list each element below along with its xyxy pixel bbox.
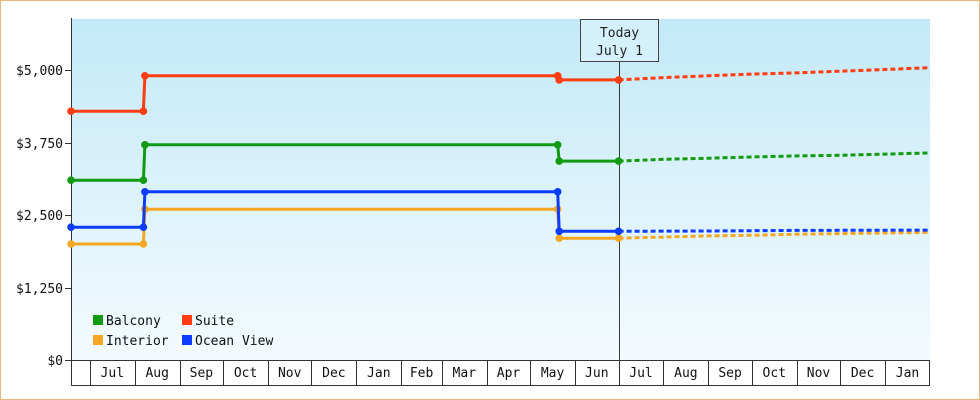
data-point-ocean-view xyxy=(139,223,148,231)
legend-label-ocean-view: Ocean View xyxy=(195,334,273,349)
series-balcony xyxy=(67,141,929,184)
y-tick-label: $0 xyxy=(47,354,63,369)
data-point-ocean-view xyxy=(555,227,563,236)
x-tick-label: Dec xyxy=(322,366,345,381)
today-date: July 1 xyxy=(596,44,643,59)
x-tick-label: Jan xyxy=(896,366,919,381)
data-point-balcony xyxy=(139,176,148,184)
series-line-ocean-view xyxy=(71,190,619,233)
data-point-interior xyxy=(139,240,148,248)
data-point-interior xyxy=(555,234,563,242)
data-point-suite xyxy=(141,72,149,80)
forecast-line-suite xyxy=(618,66,929,82)
data-point-balcony xyxy=(553,141,562,149)
today-callout-box xyxy=(580,19,659,62)
data-point-ocean-view xyxy=(141,188,149,196)
legend-item-suite: Suite xyxy=(182,314,234,329)
series-layer xyxy=(67,66,929,248)
legend-label-suite: Suite xyxy=(195,314,234,329)
y-tick-label: $3,750 xyxy=(16,137,63,152)
legend-item-balcony: Balcony xyxy=(93,314,161,329)
series-line-balcony xyxy=(71,143,619,182)
data-point-ocean-view xyxy=(614,227,623,236)
legend-swatch-suite xyxy=(182,315,192,325)
x-tick-row xyxy=(71,360,930,385)
data-point-suite xyxy=(614,76,623,84)
forecast-line-ocean-view xyxy=(618,228,929,233)
data-point-suite xyxy=(139,107,148,115)
data-point-balcony xyxy=(141,141,149,149)
x-tick-label: Nov xyxy=(278,366,302,381)
y-axis: $0 $1,250 $2,500 $3,750 $5,000 xyxy=(16,18,72,386)
x-tick-label: May xyxy=(541,366,565,381)
legend-item-ocean-view: Ocean View xyxy=(182,334,273,349)
legend-label-balcony: Balcony xyxy=(106,314,161,329)
legend: Balcony Suite Interior Ocean View xyxy=(93,314,273,349)
data-point-interior xyxy=(67,240,75,248)
x-tick-label: Jan xyxy=(367,366,390,381)
data-point-balcony xyxy=(614,157,623,165)
series-ocean-view xyxy=(67,188,929,236)
y-tick-label: $5,000 xyxy=(16,64,63,79)
data-point-interior xyxy=(614,234,623,242)
series-line-interior xyxy=(71,207,619,246)
forecast-line-interior xyxy=(618,230,929,240)
x-tick-label: Aug xyxy=(674,366,697,381)
x-tick-label: Sep xyxy=(190,366,214,381)
data-point-suite xyxy=(67,107,75,115)
data-point-ocean-view xyxy=(67,223,75,231)
x-tick-label: Jun xyxy=(585,366,608,381)
y-tick-label: $1,250 xyxy=(16,282,63,297)
today-label: Today xyxy=(600,26,639,41)
x-tick-label: Aug xyxy=(145,366,168,381)
forecast-line-balcony xyxy=(618,151,929,163)
x-tick-label: Dec xyxy=(851,366,874,381)
legend-swatch-ocean-view xyxy=(182,335,192,345)
x-tick-label: Apr xyxy=(497,366,521,381)
x-tick-label: Feb xyxy=(410,366,434,381)
x-tick-label: Oct xyxy=(763,366,786,381)
data-point-suite xyxy=(555,76,563,84)
x-axis: Jul Aug Sep Oct Nov Dec Jan Feb Mar Apr May Jun Jul A… xyxy=(71,360,930,386)
legend-label-interior: Interior xyxy=(106,334,169,349)
x-tick-label: Oct xyxy=(234,366,257,381)
plot-area xyxy=(71,19,930,360)
series-suite xyxy=(67,66,929,115)
legend-item-interior: Interior xyxy=(93,334,169,349)
data-point-balcony xyxy=(67,176,75,184)
series-line-suite xyxy=(71,74,619,113)
data-point-ocean-view xyxy=(553,188,562,196)
legend-swatch-balcony xyxy=(93,315,103,325)
series-interior xyxy=(67,205,929,248)
x-tick-label: Sep xyxy=(718,366,742,381)
x-tick-label: Nov xyxy=(807,366,831,381)
legend-swatch-interior xyxy=(93,335,103,345)
x-tick-label: Mar xyxy=(453,366,477,381)
y-tick-label: $2,500 xyxy=(16,209,63,224)
x-tick-label: Jul xyxy=(101,366,124,381)
data-point-balcony xyxy=(555,157,563,165)
x-tick-label: Jul xyxy=(629,366,652,381)
today-callout: Today July 1 xyxy=(580,19,659,62)
